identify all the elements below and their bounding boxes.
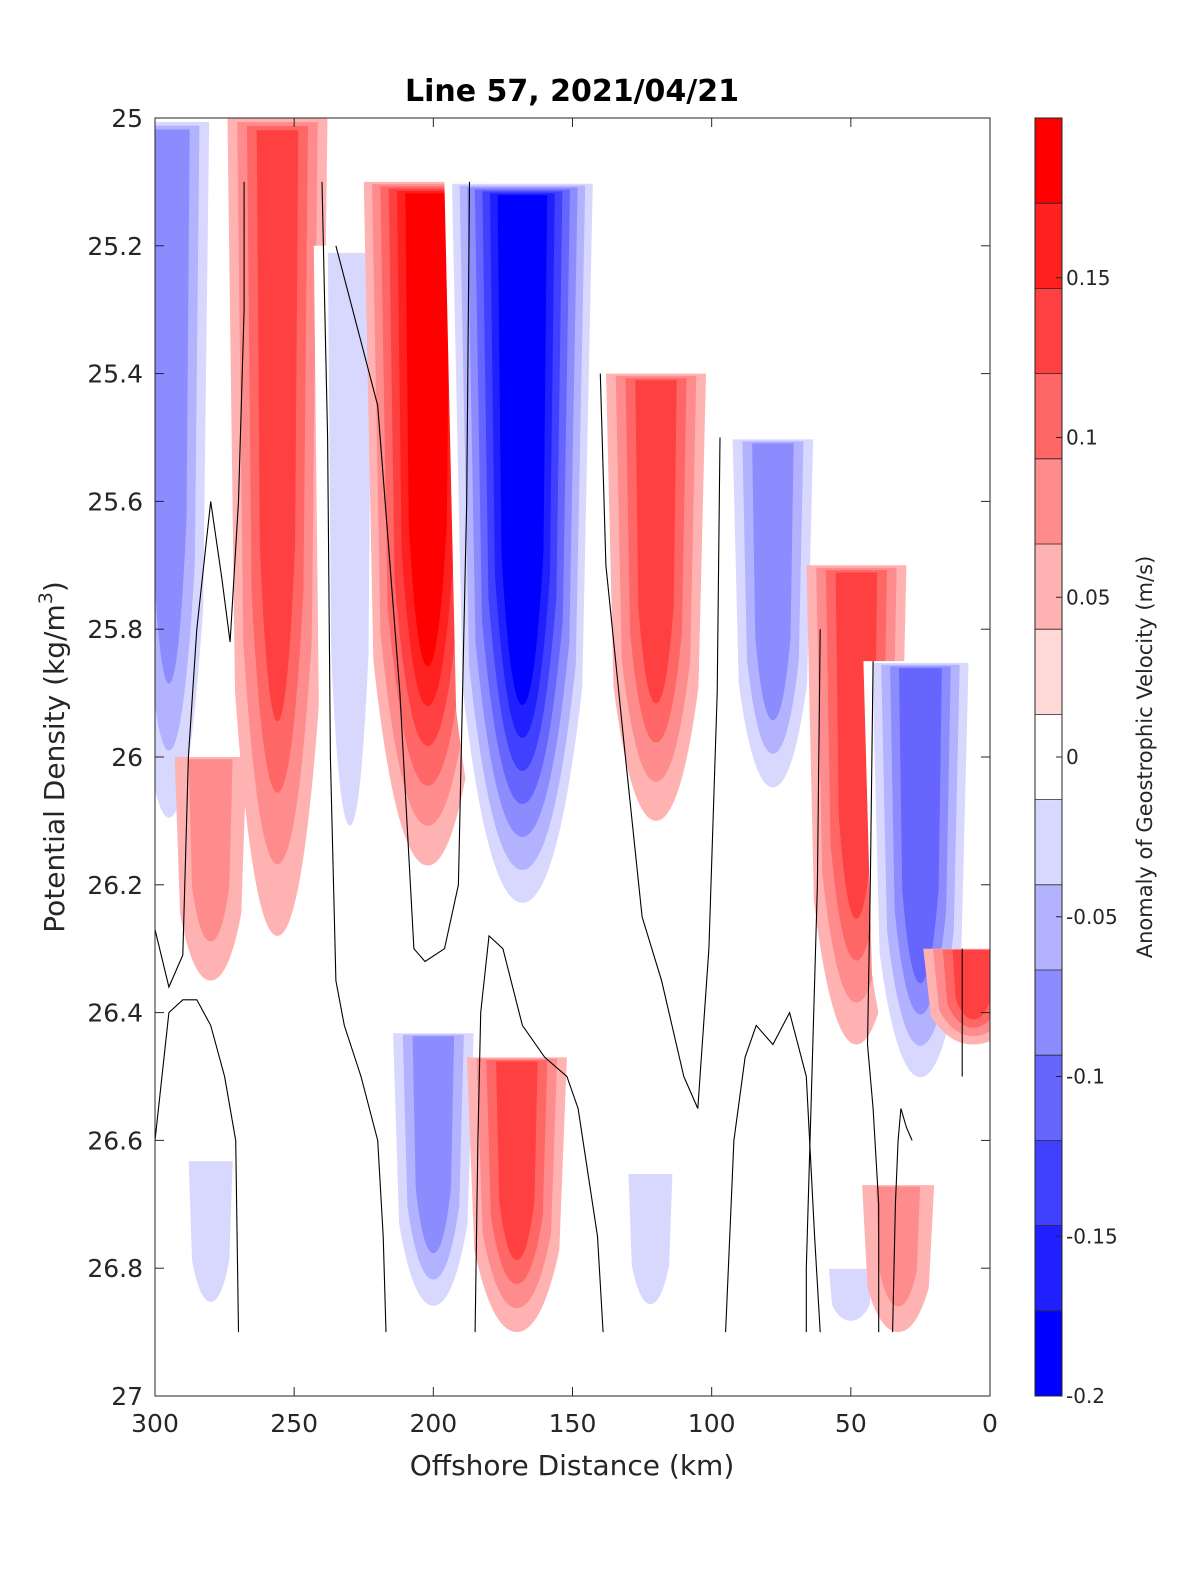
velocity-band <box>188 759 233 942</box>
colorbar-block <box>1035 629 1062 715</box>
velocity-band <box>405 193 451 667</box>
x-tick-label: 100 <box>688 1409 736 1438</box>
colorbar-block <box>1035 1055 1062 1141</box>
colorbar-tick-label: -0.15 <box>1066 1224 1118 1248</box>
colorbar-tick-label: 0.1 <box>1066 426 1098 450</box>
y-axis-label-suffix: ) <box>38 581 71 592</box>
velocity-band <box>497 195 548 706</box>
velocity-band <box>496 1061 538 1260</box>
y-tick-label: 25.2 <box>87 232 143 261</box>
colorbar-blocks <box>1035 118 1062 1397</box>
velocity-band <box>898 668 942 984</box>
velocity-band <box>188 1161 233 1302</box>
zero-contour-line <box>725 1011 821 1333</box>
colorbar-block <box>1035 118 1062 204</box>
y-tick-label: 25.4 <box>87 360 143 389</box>
colorbar-tick-label: 0.15 <box>1066 266 1111 290</box>
y-tick-label: 25 <box>111 104 143 133</box>
colorbar-tick-label: 0 <box>1066 745 1079 769</box>
y-tick-label: 26.8 <box>87 1254 143 1283</box>
colorbar: 0.15 0.1 0.05 0 -0.05 -0.1 -0.15 -0.2 Anomaly o… <box>1034 117 1157 1408</box>
colorbar-tick-label: -0.1 <box>1066 1065 1105 1089</box>
y-tick-label: 25.8 <box>87 615 143 644</box>
y-ticks: 25 25.2 25.4 25.6 25.8 26 26.2 26.4 26.6 26.8 27 <box>87 104 990 1411</box>
zero-contour-line <box>599 373 721 1109</box>
zero-contour-line <box>155 999 240 1333</box>
x-tick-label: 50 <box>835 1409 867 1438</box>
x-tick-label: 250 <box>270 1409 318 1438</box>
y-tick-label: 27 <box>111 1382 143 1411</box>
colorbar-block <box>1035 544 1062 630</box>
colorbar-tick-label: 0.05 <box>1066 585 1111 609</box>
y-axis-label-superscript: 3 <box>35 592 57 604</box>
colorbar-block <box>1035 1225 1062 1312</box>
x-tick-label: 150 <box>549 1409 597 1438</box>
colorbar-block <box>1035 1310 1062 1397</box>
colorbar-tick-label: -0.2 <box>1066 1384 1105 1408</box>
zero-contour-line <box>805 629 821 1333</box>
velocity-band <box>752 443 794 721</box>
x-ticks: 300 250 200 150 100 50 0 <box>131 118 998 1438</box>
y-axis-label: Potential Density (kg/m3) <box>35 581 71 933</box>
velocity-fill <box>155 118 990 1333</box>
colorbar-block <box>1035 373 1062 460</box>
velocity-band <box>835 572 878 919</box>
colorbar-ticks: 0.15 0.1 0.05 0 -0.05 -0.1 -0.15 -0.2 <box>1056 266 1118 1408</box>
velocity-band <box>876 1186 921 1307</box>
zero-contour-line <box>866 661 880 1333</box>
y-tick-label: 26.6 <box>87 1126 143 1155</box>
zero-contours <box>155 181 963 1333</box>
velocity-band <box>256 130 299 722</box>
zero-contour-line <box>321 181 387 1333</box>
zero-contour-line <box>892 1108 913 1333</box>
x-axis-label: Offshore Distance (km) <box>410 1449 735 1482</box>
x-tick-label: 0 <box>982 1409 998 1438</box>
y-tick-label: 25.6 <box>87 487 143 516</box>
zero-contour-line <box>474 934 604 1333</box>
colorbar-block <box>1035 970 1062 1056</box>
colorbar-block <box>1035 288 1062 375</box>
y-tick-label: 26.2 <box>87 871 143 900</box>
velocity-band <box>828 1268 873 1321</box>
colorbar-block <box>1035 1140 1062 1227</box>
colorbar-block <box>1035 884 1062 971</box>
y-tick-label: 26.4 <box>87 999 143 1028</box>
y-axis-label-main: Potential Density (kg/m <box>38 604 71 933</box>
colorbar-tick-label: -0.05 <box>1066 905 1118 929</box>
plot-area: 300 250 200 150 100 50 0 2525.225.425.625.8262… <box>87 104 998 1438</box>
velocity-band <box>628 1173 673 1305</box>
y-tick-label: 26 <box>111 743 143 772</box>
velocity-band <box>412 1036 455 1254</box>
colorbar-block <box>1035 203 1062 289</box>
velocity-band <box>327 252 372 826</box>
colorbar-block <box>1035 799 1062 886</box>
x-tick-label: 300 <box>131 1409 179 1438</box>
velocity-band <box>635 380 677 704</box>
velocity-band <box>155 129 190 684</box>
colorbar-block <box>1035 458 1062 545</box>
colorbar-label: Anomaly of Geostrophic Velocity (m/s) <box>1133 556 1157 959</box>
chart-title: Line 57, 2021/04/21 <box>405 74 739 109</box>
x-tick-label: 200 <box>409 1409 457 1438</box>
zero-contour-line <box>155 181 245 989</box>
zero-contour-line <box>335 181 471 963</box>
